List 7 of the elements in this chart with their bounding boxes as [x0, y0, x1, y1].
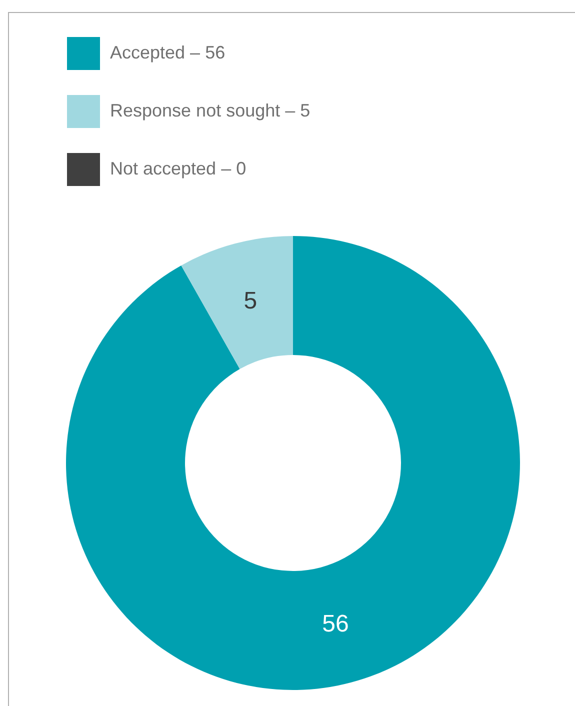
data-label: 56 [322, 610, 349, 638]
donut-slice [66, 236, 520, 690]
legend-label: Accepted – 56 [110, 42, 226, 62]
legend-label: Not accepted – 0 [110, 158, 246, 178]
data-label: 5 [244, 288, 258, 315]
donut-slice [181, 236, 293, 370]
legend-label: Response not sought – 5 [110, 100, 310, 120]
